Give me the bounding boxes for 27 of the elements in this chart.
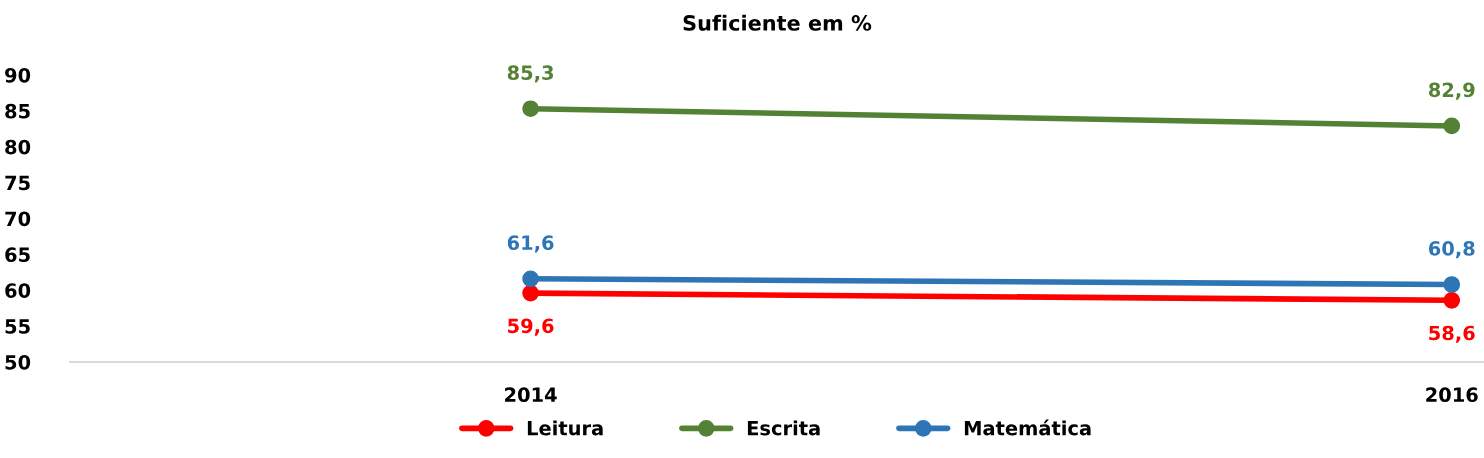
x-tick-label: 2016 xyxy=(1426,387,1478,403)
x-tick-label: 2014 xyxy=(505,387,557,403)
data-label: 58,6 xyxy=(1429,325,1475,343)
y-tick-label: 50 xyxy=(5,354,31,370)
legend-label: Matemática xyxy=(964,419,1091,436)
point xyxy=(522,270,539,288)
point xyxy=(522,100,539,118)
data-label: 85,3 xyxy=(507,65,554,83)
point xyxy=(522,284,539,302)
data-label: 60,8 xyxy=(1428,241,1475,259)
y-tick-label: 60 xyxy=(5,283,31,298)
y-tick-label: 90 xyxy=(5,67,31,83)
y-tick-label: 85 xyxy=(5,103,30,119)
data-label: 59,6 xyxy=(508,318,554,336)
point xyxy=(1443,276,1461,293)
legend-label: Escrita xyxy=(747,420,820,436)
y-tick-label: 80 xyxy=(5,139,31,155)
y-tick-label: 70 xyxy=(5,211,31,227)
y-tick-label: 65 xyxy=(5,247,30,263)
y-tick-label: 55 xyxy=(5,319,30,334)
chart-title: Suficiente em % xyxy=(683,14,872,31)
point xyxy=(1443,117,1461,135)
data-label: 82,9 xyxy=(1428,82,1475,100)
y-tick-label: 75 xyxy=(5,175,30,191)
point xyxy=(1443,291,1461,309)
data-label: 61,6 xyxy=(507,235,554,253)
legend-label: Leitura xyxy=(527,420,603,436)
